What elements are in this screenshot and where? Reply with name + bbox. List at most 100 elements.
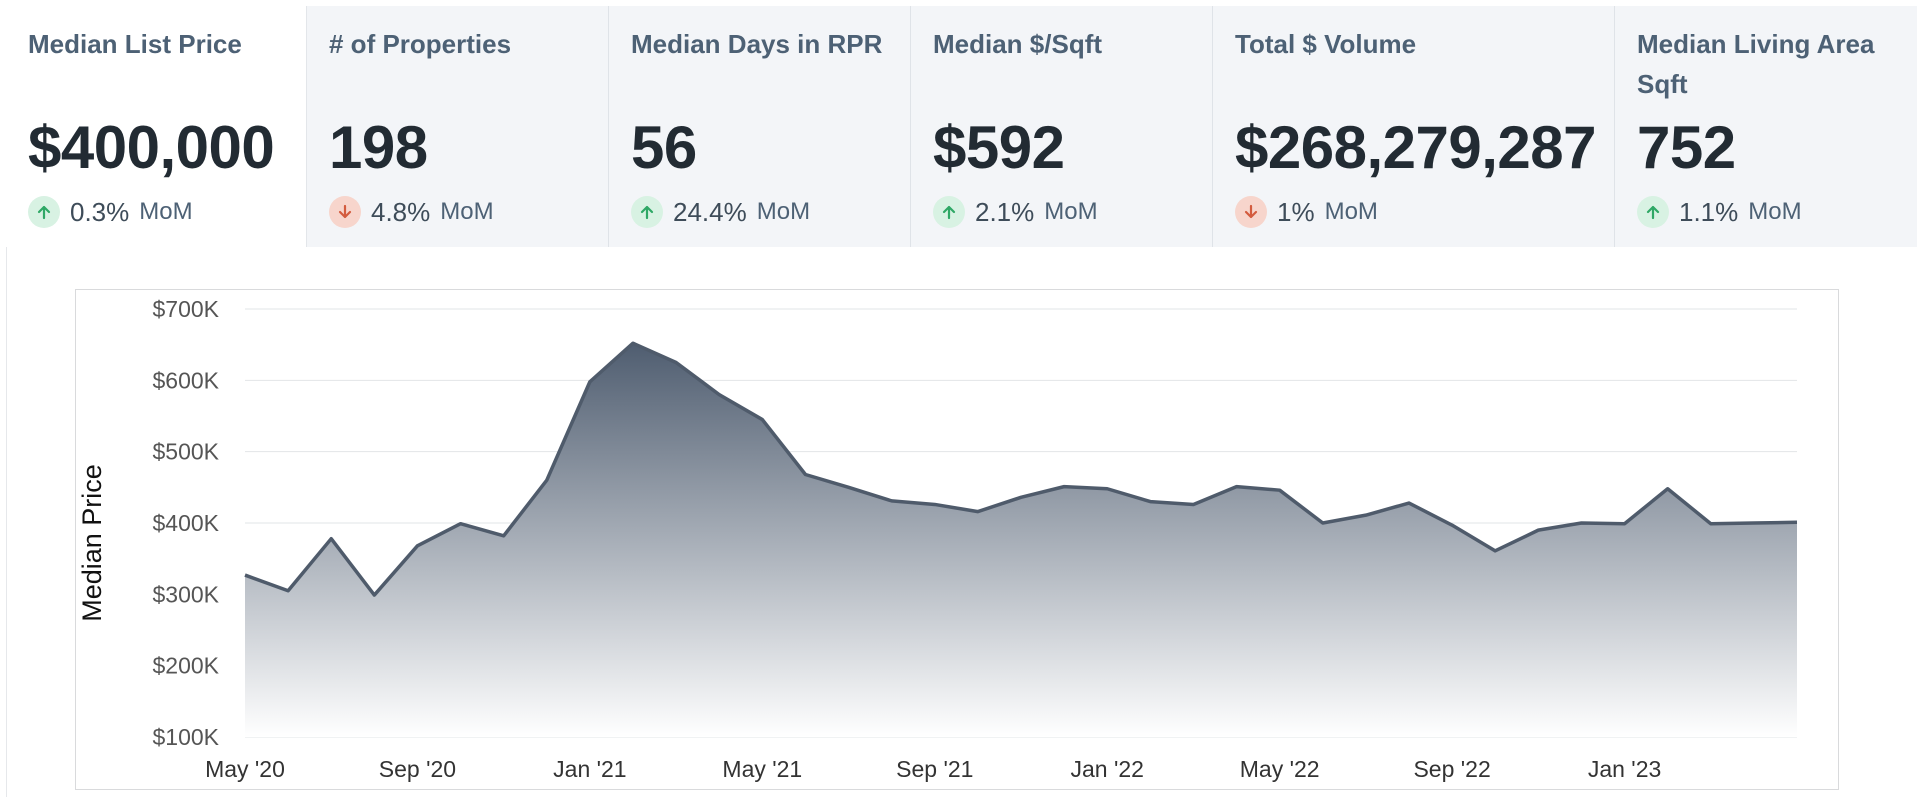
data-point: [545, 478, 549, 482]
data-point: [1062, 485, 1066, 489]
data-point: [588, 380, 592, 384]
data-point: [1278, 488, 1282, 492]
data-point: [1666, 487, 1670, 491]
kpi-change-period: MoM: [139, 198, 193, 225]
data-point: [1407, 501, 1411, 505]
x-tick-label: May '22: [1240, 756, 1320, 782]
data-point: [1752, 521, 1756, 525]
data-point: [1536, 528, 1540, 532]
y-tick-label: $200K: [152, 653, 219, 679]
data-point: [1450, 523, 1454, 527]
kpi-change-percent: 24.4%: [673, 196, 747, 227]
series-line: [244, 341, 1798, 597]
arrow-up-icon: [28, 196, 60, 228]
data-point: [1019, 495, 1023, 499]
kpi-title: Median $/Sqft: [933, 29, 1103, 59]
kpi-bar: Median List Price $400,000 0.3% MoM # of…: [6, 6, 1917, 247]
kpi-value: 56: [631, 114, 697, 181]
data-point: [1105, 487, 1109, 491]
kpi-card[interactable]: # of Properties 198 4.8% MoM: [307, 6, 609, 247]
x-tick-label: Jan '21: [553, 756, 626, 782]
data-point: [631, 341, 635, 345]
y-tick-label: $100K: [152, 724, 219, 750]
kpi-change: 2.1% MoM: [933, 196, 1098, 228]
kpi-change: 4.8% MoM: [329, 196, 494, 228]
kpi-change-period: MoM: [1044, 198, 1098, 225]
kpi-title: Total $ Volume: [1235, 29, 1417, 59]
data-point: [1235, 485, 1239, 489]
data-point: [1493, 549, 1497, 553]
data-point: [1623, 522, 1627, 526]
y-tick-label: $600K: [152, 367, 219, 393]
kpi-card[interactable]: Median $/Sqft $592 2.1% MoM: [911, 6, 1213, 247]
x-tick-label: Sep '20: [379, 756, 456, 782]
median-price-chart: $700K $600K $500K $400K $300K $200K $100K May '…: [75, 289, 1839, 790]
data-point: [502, 534, 506, 538]
kpi-title: Median Living Area Sqft: [1637, 29, 1875, 99]
x-tick-label: May '20: [205, 756, 285, 782]
kpi-change-period: MoM: [756, 198, 811, 225]
kpi-change: 1.1% MoM: [1637, 196, 1802, 228]
area-chart: $700K $600K $500K $400K $300K $200K $100K May '…: [75, 289, 1839, 790]
kpi-value: 752: [1637, 114, 1736, 181]
kpi-change-percent: 1.1%: [1679, 196, 1739, 227]
arrow-up-icon: [631, 196, 663, 228]
kpi-change-percent: 2.1%: [975, 196, 1035, 227]
kpi-value: $592: [933, 114, 1065, 181]
arrow-up-icon: [1637, 196, 1669, 228]
data-point: [372, 593, 376, 597]
x-tick-label: May '21: [722, 756, 802, 782]
kpi-change-percent: 4.8%: [371, 196, 431, 227]
arrow-up-icon: [933, 196, 965, 228]
data-point: [1321, 521, 1325, 525]
kpi-title: Median Days in RPR: [631, 29, 883, 59]
data-point: [415, 544, 419, 548]
arrow-down-icon: [329, 196, 361, 228]
kpi-title: # of Properties: [329, 29, 512, 59]
kpi-card[interactable]: Total $ Volume $268,279,287 1% MoM: [1213, 6, 1615, 247]
data-point: [803, 472, 807, 476]
y-tick-label: $300K: [152, 581, 219, 607]
kpi-change-percent: 1%: [1277, 196, 1315, 227]
data-point: [890, 499, 894, 503]
kpi-change-period: MoM: [440, 198, 494, 225]
data-point: [847, 485, 851, 489]
kpi-title: Median List Price: [28, 29, 242, 59]
kpi-change-percent: 0.3%: [70, 196, 130, 227]
kpi-change: 24.4% MoM: [631, 196, 810, 228]
x-tick-label: Sep '22: [1413, 756, 1490, 782]
y-tick-label: $500K: [152, 439, 219, 465]
kpi-card[interactable]: Median Living Area Sqft 752 1.1% MoM: [1615, 6, 1917, 247]
data-point: [329, 537, 333, 541]
data-point: [1709, 522, 1713, 526]
kpi-value: $268,279,287: [1235, 114, 1597, 181]
data-point: [717, 393, 721, 397]
y-axis-label: Median Price: [77, 464, 107, 622]
data-point: [459, 522, 463, 526]
x-tick-label: Sep '21: [896, 756, 973, 782]
kpi-card[interactable]: Median List Price $400,000 0.3% MoM: [6, 6, 307, 247]
kpi-change: 0.3% MoM: [28, 196, 193, 228]
area-fill: [245, 343, 1797, 737]
data-point: [243, 573, 247, 577]
kpi-value: $400,000: [28, 114, 275, 181]
kpi-change: 1% MoM: [1235, 196, 1378, 228]
data-point: [674, 361, 678, 365]
kpi-change-period: MoM: [1324, 198, 1378, 225]
data-point: [1148, 500, 1152, 504]
data-point: [976, 510, 980, 514]
kpi-card[interactable]: Median Days in RPR 56 24.4% MoM: [609, 6, 911, 247]
y-tick-label: $400K: [152, 510, 219, 536]
kpi-change-period: MoM: [1748, 198, 1802, 225]
arrow-down-icon: [1235, 196, 1267, 228]
divider: [6, 247, 7, 797]
x-tick-label: Jan '22: [1070, 756, 1143, 782]
data-point: [933, 502, 937, 506]
data-point: [1364, 513, 1368, 517]
data-point: [1579, 521, 1583, 525]
y-tick-label: $700K: [152, 296, 219, 322]
data-point: [286, 589, 290, 593]
data-point: [1191, 502, 1195, 506]
data-point: [1795, 520, 1799, 524]
data-point: [760, 418, 764, 422]
